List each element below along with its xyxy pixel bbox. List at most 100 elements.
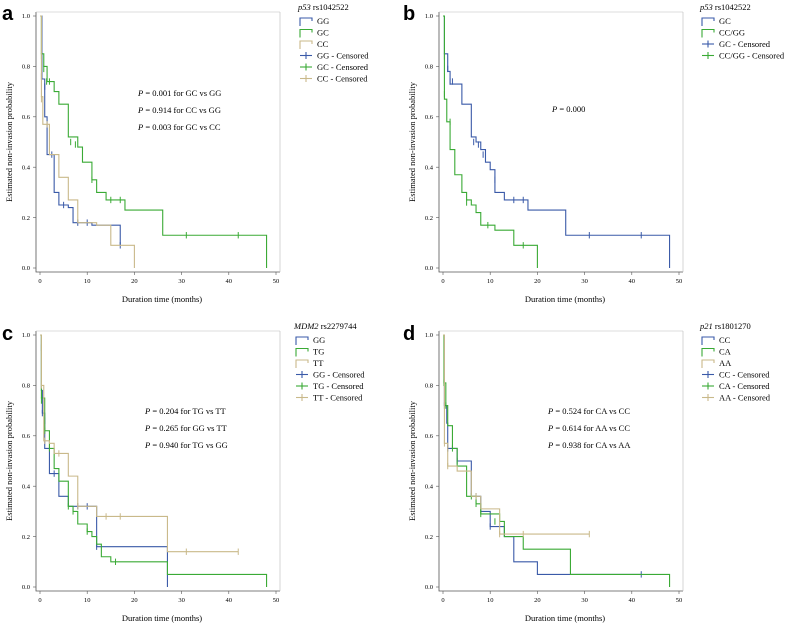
axes-frame	[35, 12, 280, 273]
axes-frame	[35, 331, 280, 592]
legend-label: CC/GG	[719, 28, 745, 38]
legend-label: CA - Censored	[719, 381, 770, 391]
x-tick-label: 30	[178, 278, 185, 285]
p-value-text: P = 0.003 for GC vs CC	[137, 122, 221, 132]
km-curve-cc	[40, 15, 135, 268]
legend-label: GG	[313, 335, 325, 345]
legend-label: GG - Censored	[317, 51, 369, 61]
x-tick-label: 0	[441, 278, 444, 285]
y-tick-label: 0.2	[22, 215, 30, 222]
y-tick-label: 0.8	[425, 383, 433, 390]
panel-a: a 0 10 20 30 40 50 0.0 0.2 0.4 0.6 0.8 1.0 Duration t…	[2, 2, 369, 304]
y-tick-label: 0.6	[22, 114, 31, 121]
legend-label: TT	[313, 358, 324, 368]
km-curve-aa	[443, 334, 590, 535]
x-tick-label: 20	[534, 597, 541, 604]
x-axis-label: Duration time (months)	[122, 613, 202, 623]
panel-letter: a	[2, 3, 14, 25]
y-tick-label: 0.8	[22, 383, 30, 390]
y-tick-label: 0.0	[425, 265, 433, 272]
legend-label: CA	[719, 347, 732, 357]
p-value-text: P = 0.001 for GC vs GG	[137, 88, 221, 98]
km-curve-tg	[40, 334, 268, 587]
legend-swatch	[701, 359, 715, 368]
legend-swatch	[701, 28, 715, 38]
p-value-text: P = 0.204 for TG vs TT	[144, 406, 227, 416]
legend-swatch	[299, 28, 313, 38]
legend-title: p53 rs1042522	[699, 2, 751, 12]
p-value-text: P = 0.938 for CA vs AA	[547, 440, 631, 450]
p-value-text: P = 0.614 for AA vs CC	[547, 423, 630, 433]
legend-label: AA - Censored	[719, 393, 771, 403]
x-tick-label: 20	[131, 278, 138, 285]
p-value-text: P = 0.524 for CA vs CC	[547, 406, 630, 416]
panel-c: c 0 10 20 30 40 50 0.0 0.2 0.4 0.6 0.8 1.0 Duration t…	[2, 321, 365, 623]
y-tick-label: 0.0	[425, 584, 433, 591]
p-value-text: P = 0.940 for TG vs GG	[144, 440, 228, 450]
x-tick-label: 30	[581, 278, 588, 285]
legend-label: TT - Censored	[313, 393, 363, 403]
legend-swatch	[299, 40, 313, 49]
y-tick-label: 0.2	[22, 534, 30, 541]
legend-label: AA	[719, 358, 732, 368]
x-tick-label: 50	[676, 597, 683, 604]
km-curve-cc-gg	[443, 15, 538, 268]
y-tick-label: 0.6	[425, 433, 434, 440]
legend-label: GC - Censored	[719, 39, 771, 49]
x-tick-label: 20	[534, 278, 541, 285]
x-tick-label: 10	[84, 278, 91, 285]
x-axis-label: Duration time (months)	[525, 613, 605, 623]
y-tick-label: 0.8	[425, 64, 433, 71]
legend-swatch	[295, 336, 309, 345]
panel-letter: d	[403, 323, 415, 345]
y-tick-label: 1.0	[425, 332, 433, 339]
y-tick-label: 1.0	[22, 332, 30, 339]
x-tick-label: 40	[629, 597, 636, 604]
y-tick-label: 0.4	[22, 164, 31, 171]
x-tick-label: 10	[487, 278, 494, 285]
panel-d: d 0 10 20 30 40 50 0.0 0.2 0.4 0.6 0.8 1.0 Duration t…	[403, 321, 771, 623]
km-curve-gc	[40, 15, 268, 268]
x-tick-label: 50	[273, 278, 280, 285]
x-tick-label: 50	[676, 278, 683, 285]
legend-label: CC - Censored	[317, 74, 368, 84]
legend-swatch	[701, 347, 715, 357]
legend-swatch	[701, 336, 715, 345]
axes-frame	[438, 331, 683, 592]
x-tick-label: 10	[84, 597, 91, 604]
panel-letter: b	[403, 3, 415, 25]
x-axis-label: Duration time (months)	[525, 294, 605, 304]
y-tick-label: 0.4	[425, 483, 434, 490]
legend-label: TG - Censored	[313, 381, 364, 391]
x-tick-label: 0	[38, 278, 41, 285]
x-tick-label: 0	[38, 597, 41, 604]
y-tick-label: 0.4	[22, 483, 31, 490]
y-tick-label: 0.4	[425, 164, 434, 171]
y-axis-label: Estimated non-invasion probability	[4, 81, 14, 202]
km-curve-ca	[443, 334, 671, 587]
legend-swatch	[299, 17, 313, 26]
legend-swatch	[701, 17, 715, 26]
axes-frame	[438, 12, 683, 273]
x-tick-label: 50	[273, 597, 280, 604]
km-curve-gg	[40, 15, 121, 246]
x-tick-label: 40	[226, 278, 233, 285]
panel-b: b 0 10 20 30 40 50 0.0 0.2 0.4 0.6 0.8 1.0 Duration t…	[403, 2, 785, 304]
legend-label: GG - Censored	[313, 370, 365, 380]
x-tick-label: 40	[226, 597, 233, 604]
x-tick-label: 40	[629, 278, 636, 285]
y-tick-label: 1.0	[425, 13, 433, 20]
y-tick-label: 0.2	[425, 534, 433, 541]
legend-label: GC - Censored	[317, 62, 369, 72]
legend-title: p53 rs1042522	[297, 2, 349, 12]
x-axis-label: Duration time (months)	[122, 294, 202, 304]
km-curve-gg	[40, 334, 168, 587]
y-tick-label: 0.8	[22, 64, 30, 71]
p-value-text: P = 0.914 for CC vs GG	[137, 105, 221, 115]
legend-title: p21 rs1801270	[699, 321, 751, 331]
p-value-text: P = 0.265 for GG vs TT	[144, 423, 228, 433]
x-tick-label: 30	[581, 597, 588, 604]
km-curve-tt	[40, 334, 239, 553]
legend-title: MDM2 rs2279744	[293, 321, 357, 331]
